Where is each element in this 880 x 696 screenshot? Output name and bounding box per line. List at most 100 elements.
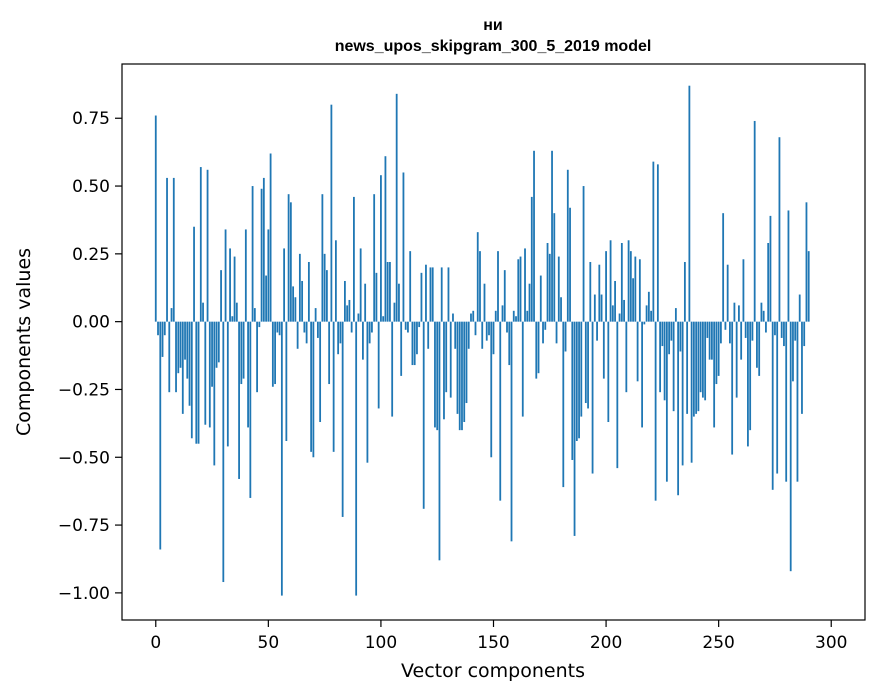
bar bbox=[470, 313, 472, 322]
bar bbox=[672, 321, 675, 412]
bar bbox=[629, 251, 632, 322]
bar bbox=[796, 321, 799, 482]
bar bbox=[188, 321, 191, 406]
bar bbox=[159, 321, 162, 550]
bar bbox=[506, 321, 508, 333]
bar bbox=[674, 308, 677, 322]
bar bbox=[677, 321, 680, 496]
bar bbox=[312, 321, 315, 458]
bar bbox=[618, 313, 621, 322]
bar bbox=[789, 321, 792, 572]
bar bbox=[713, 321, 716, 428]
bar bbox=[307, 261, 310, 322]
bar bbox=[600, 294, 603, 322]
bar bbox=[582, 186, 585, 322]
bar bbox=[530, 196, 533, 322]
bar bbox=[296, 321, 299, 349]
bar bbox=[740, 321, 743, 360]
bar bbox=[256, 321, 258, 393]
bar bbox=[289, 202, 292, 322]
bar bbox=[258, 321, 261, 328]
bar bbox=[278, 321, 281, 336]
bar bbox=[325, 270, 328, 322]
bar bbox=[398, 283, 400, 322]
bar bbox=[193, 226, 195, 322]
bar bbox=[274, 321, 276, 385]
bar bbox=[458, 321, 461, 431]
x-tick-label: 300 bbox=[815, 633, 847, 653]
bar bbox=[434, 321, 436, 428]
bar bbox=[519, 256, 522, 322]
bar bbox=[542, 321, 544, 344]
bar bbox=[204, 321, 207, 425]
bar bbox=[787, 210, 790, 322]
bar bbox=[449, 321, 452, 398]
bar bbox=[557, 256, 560, 322]
y-tick-label: −0.50 bbox=[58, 448, 110, 468]
bar bbox=[607, 321, 610, 423]
bar bbox=[665, 321, 668, 482]
bar bbox=[580, 321, 583, 417]
bar bbox=[573, 321, 576, 536]
bar bbox=[584, 321, 587, 404]
bar bbox=[726, 264, 729, 322]
bar bbox=[510, 321, 513, 542]
bar bbox=[386, 261, 389, 322]
bar bbox=[391, 321, 394, 417]
bar bbox=[339, 321, 342, 344]
bar bbox=[357, 313, 360, 322]
bar bbox=[798, 294, 801, 322]
bar bbox=[287, 194, 290, 322]
bar bbox=[224, 229, 227, 322]
bar bbox=[447, 267, 450, 322]
bar bbox=[319, 321, 322, 423]
bar bbox=[456, 321, 459, 414]
bar bbox=[711, 321, 713, 360]
bar bbox=[571, 321, 574, 460]
bar bbox=[733, 302, 736, 322]
bar bbox=[217, 321, 220, 363]
bar bbox=[377, 321, 380, 409]
y-tick-label: −0.25 bbox=[58, 380, 110, 400]
bar bbox=[526, 310, 529, 322]
bar bbox=[485, 321, 488, 341]
bar bbox=[634, 256, 637, 322]
bar bbox=[186, 321, 189, 379]
bar bbox=[560, 297, 562, 322]
bar-series bbox=[154, 85, 810, 596]
bar bbox=[539, 275, 542, 322]
bar bbox=[353, 196, 355, 322]
y-tick-label: 0.50 bbox=[72, 177, 110, 197]
bar bbox=[359, 248, 362, 322]
bar bbox=[551, 150, 553, 322]
bar bbox=[465, 321, 468, 404]
bar bbox=[760, 302, 763, 322]
bar bbox=[587, 321, 589, 409]
bar bbox=[699, 321, 702, 393]
bar bbox=[537, 321, 540, 374]
bar bbox=[416, 321, 418, 355]
bar bbox=[769, 215, 772, 322]
bar bbox=[402, 172, 405, 322]
bar bbox=[238, 321, 240, 479]
bar bbox=[276, 321, 279, 333]
bar bbox=[411, 321, 414, 366]
bar bbox=[199, 167, 202, 322]
bar bbox=[409, 251, 412, 322]
bar bbox=[654, 321, 657, 501]
bar bbox=[641, 321, 643, 428]
bar bbox=[805, 202, 808, 322]
bar bbox=[735, 321, 738, 398]
bar bbox=[661, 321, 664, 347]
bar bbox=[220, 270, 222, 322]
bar bbox=[253, 308, 256, 322]
bar bbox=[535, 321, 538, 379]
bar bbox=[780, 321, 783, 338]
bar bbox=[226, 321, 229, 447]
bar bbox=[569, 207, 571, 322]
x-tick-label: 250 bbox=[702, 633, 734, 653]
bar bbox=[656, 164, 659, 322]
bar bbox=[765, 321, 767, 333]
bar bbox=[184, 321, 186, 360]
bar bbox=[168, 321, 171, 393]
